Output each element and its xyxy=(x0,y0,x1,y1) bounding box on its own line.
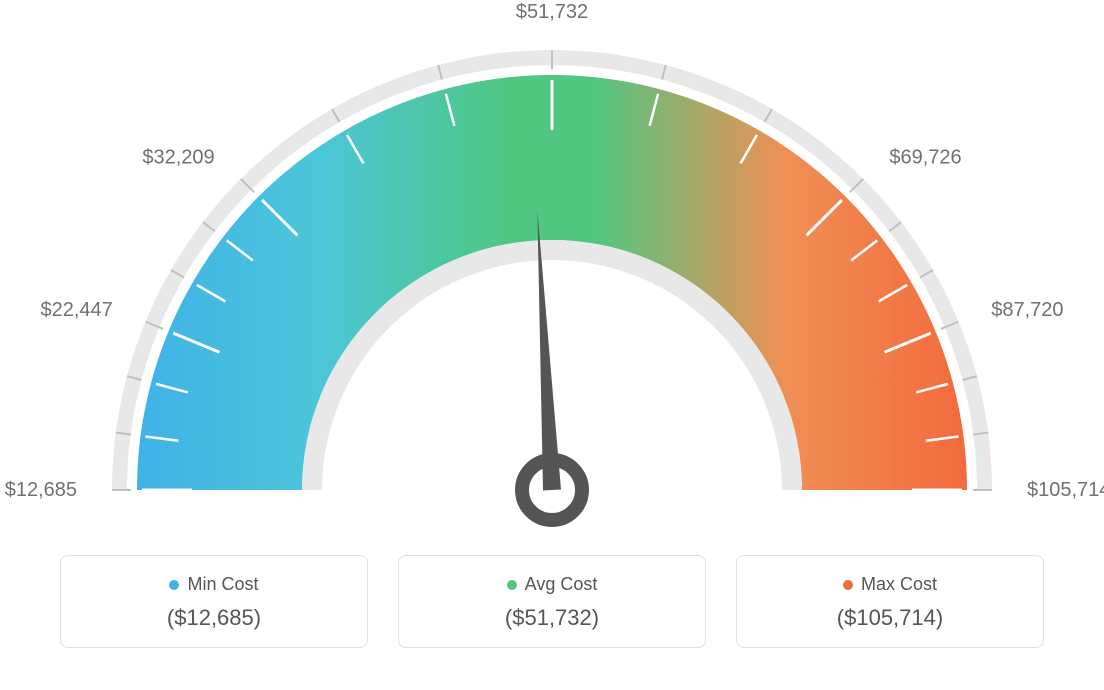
svg-text:$32,209: $32,209 xyxy=(142,147,214,169)
max-cost-dot xyxy=(843,580,853,590)
svg-text:$22,447: $22,447 xyxy=(40,299,112,321)
max-cost-value: ($105,714) xyxy=(747,605,1033,631)
svg-text:$12,685: $12,685 xyxy=(5,479,77,501)
summary-cards: Min Cost ($12,685) Avg Cost ($51,732) Ma… xyxy=(60,555,1044,648)
avg-cost-title-text: Avg Cost xyxy=(525,574,598,594)
min-cost-dot xyxy=(169,580,179,590)
max-cost-title: Max Cost xyxy=(747,574,1033,595)
svg-text:$105,714: $105,714 xyxy=(1027,479,1104,501)
avg-cost-title: Avg Cost xyxy=(409,574,695,595)
svg-text:$87,720: $87,720 xyxy=(991,299,1063,321)
avg-cost-value: ($51,732) xyxy=(409,605,695,631)
cost-gauge: $12,685 $22,447 $32,209 $51,732 $69,726 $87,7… xyxy=(0,0,1104,540)
avg-cost-card: Avg Cost ($51,732) xyxy=(398,555,706,648)
min-cost-title: Min Cost xyxy=(71,574,357,595)
gauge-svg: $12,685 $22,447 $32,209 $51,732 $69,726 $87,7… xyxy=(0,0,1104,540)
min-cost-card: Min Cost ($12,685) xyxy=(60,555,368,648)
min-cost-title-text: Min Cost xyxy=(187,574,258,594)
avg-cost-dot xyxy=(507,580,517,590)
svg-text:$51,732: $51,732 xyxy=(516,1,588,23)
svg-text:$69,726: $69,726 xyxy=(889,147,961,169)
max-cost-card: Max Cost ($105,714) xyxy=(736,555,1044,648)
min-cost-value: ($12,685) xyxy=(71,605,357,631)
max-cost-title-text: Max Cost xyxy=(861,574,937,594)
